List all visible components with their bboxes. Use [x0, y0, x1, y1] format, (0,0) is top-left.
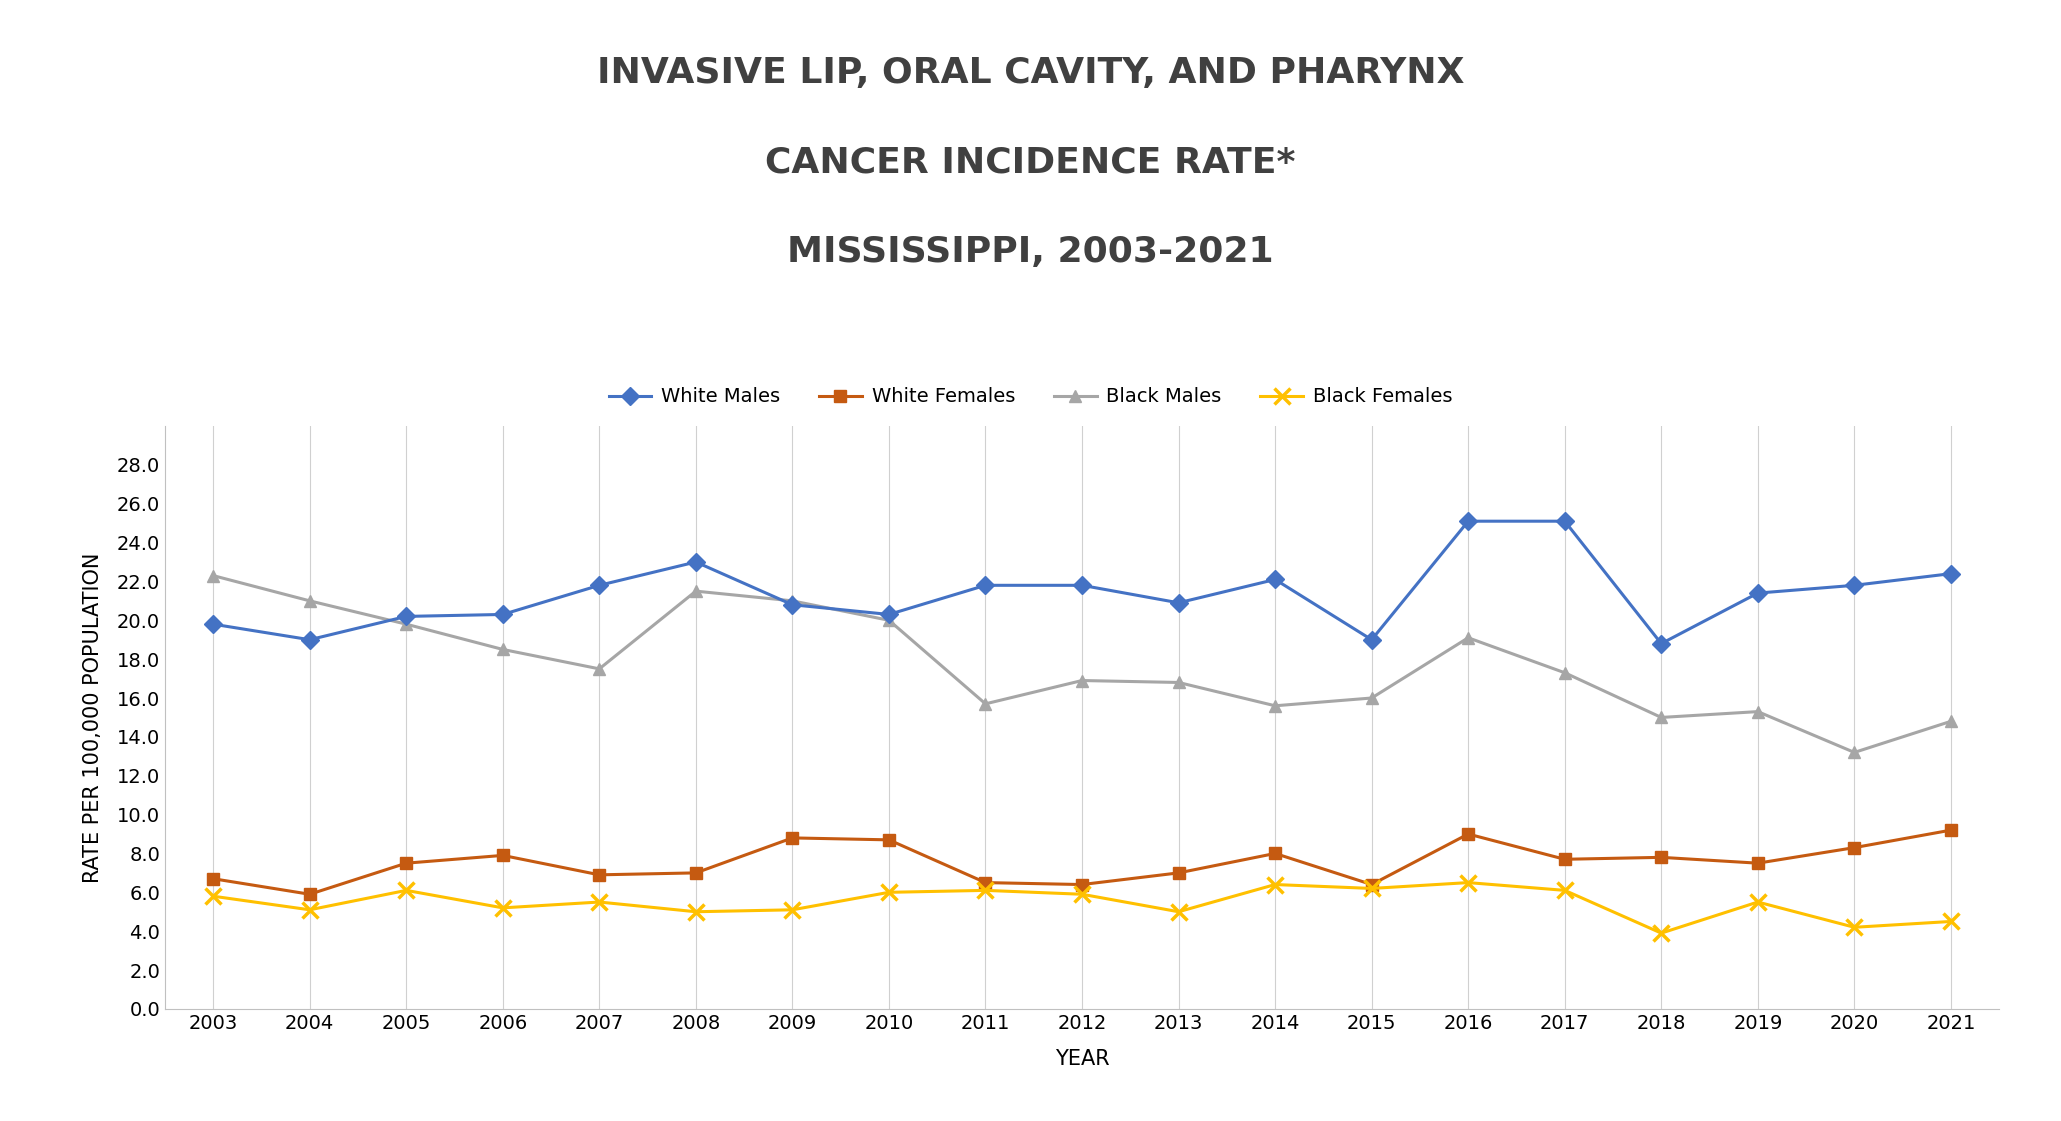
- Black Males: [1746, 705, 1770, 719]
- White Females: [1070, 878, 1094, 891]
- White Males: [491, 608, 515, 621]
- White Males: [394, 610, 418, 623]
- Black Males: [394, 618, 418, 631]
- White Males: [1070, 578, 1094, 592]
- White Females: [297, 888, 322, 901]
- White Males: [973, 578, 998, 592]
- Black Females: [1843, 920, 1867, 934]
- White Females: [1939, 824, 1964, 837]
- Line: Black Females: Black Females: [204, 874, 1960, 942]
- Black Females: [1649, 926, 1674, 939]
- Black Females: [684, 905, 709, 918]
- Black Females: [1167, 905, 1191, 918]
- White Males: [876, 608, 901, 621]
- Legend: White Males, White Females, Black Males, Black Females: White Males, White Females, Black Males,…: [600, 380, 1461, 414]
- Black Males: [779, 594, 804, 608]
- White Females: [394, 856, 418, 870]
- White Males: [684, 555, 709, 568]
- White Males: [1167, 596, 1191, 610]
- Black Males: [587, 663, 612, 676]
- Text: MISSISSIPPI, 2003-2021: MISSISSIPPI, 2003-2021: [787, 235, 1274, 269]
- Black Females: [1360, 882, 1385, 896]
- White Males: [1360, 633, 1385, 647]
- Black Females: [587, 896, 612, 909]
- White Females: [1649, 851, 1674, 864]
- Black Females: [1746, 896, 1770, 909]
- White Females: [1167, 867, 1191, 880]
- White Females: [684, 867, 709, 880]
- Black Females: [876, 886, 901, 899]
- White Females: [779, 831, 804, 844]
- Black Males: [876, 613, 901, 627]
- Text: CANCER INCIDENCE RATE*: CANCER INCIDENCE RATE*: [765, 146, 1296, 179]
- White Males: [1939, 567, 1964, 581]
- Black Males: [1649, 711, 1674, 724]
- White Females: [1746, 856, 1770, 870]
- Black Females: [491, 901, 515, 915]
- White Males: [1455, 515, 1480, 528]
- White Males: [587, 578, 612, 592]
- Y-axis label: RATE PER 100,000 POPULATION: RATE PER 100,000 POPULATION: [82, 553, 103, 882]
- Black Males: [1455, 631, 1480, 645]
- X-axis label: YEAR: YEAR: [1055, 1049, 1109, 1069]
- Black Males: [1939, 714, 1964, 728]
- Text: INVASIVE LIP, ORAL CAVITY, AND PHARYNX: INVASIVE LIP, ORAL CAVITY, AND PHARYNX: [598, 56, 1463, 90]
- White Females: [200, 872, 225, 886]
- White Males: [1649, 637, 1674, 650]
- Black Males: [684, 584, 709, 597]
- Black Males: [1263, 700, 1288, 713]
- Line: White Males: White Males: [206, 515, 1958, 650]
- White Females: [491, 849, 515, 862]
- Black Females: [297, 904, 322, 917]
- White Males: [297, 633, 322, 647]
- Black Males: [1167, 676, 1191, 689]
- White Males: [1843, 578, 1867, 592]
- Black Females: [1552, 883, 1577, 897]
- White Males: [200, 618, 225, 631]
- Black Females: [1455, 876, 1480, 889]
- White Males: [1263, 573, 1288, 586]
- Black Males: [1070, 674, 1094, 687]
- White Females: [587, 868, 612, 881]
- White Females: [1552, 853, 1577, 867]
- Line: White Females: White Females: [206, 824, 1958, 900]
- Black Females: [1263, 878, 1288, 891]
- White Females: [1843, 841, 1867, 854]
- Black Males: [1360, 692, 1385, 705]
- Black Males: [491, 642, 515, 656]
- Line: Black Males: Black Males: [206, 569, 1958, 759]
- Black Males: [297, 594, 322, 608]
- White Females: [1455, 827, 1480, 841]
- Black Males: [1843, 745, 1867, 759]
- Black Females: [1070, 888, 1094, 901]
- White Females: [1360, 878, 1385, 891]
- Black Males: [973, 697, 998, 711]
- White Females: [876, 833, 901, 846]
- Black Males: [200, 568, 225, 582]
- Black Females: [1939, 915, 1964, 928]
- White Males: [779, 597, 804, 611]
- White Males: [1746, 586, 1770, 600]
- Black Males: [1552, 666, 1577, 679]
- White Females: [1263, 846, 1288, 860]
- Black Females: [394, 883, 418, 897]
- Black Females: [200, 889, 225, 902]
- White Males: [1552, 515, 1577, 528]
- Black Females: [779, 904, 804, 917]
- White Females: [973, 876, 998, 889]
- Black Females: [973, 883, 998, 897]
